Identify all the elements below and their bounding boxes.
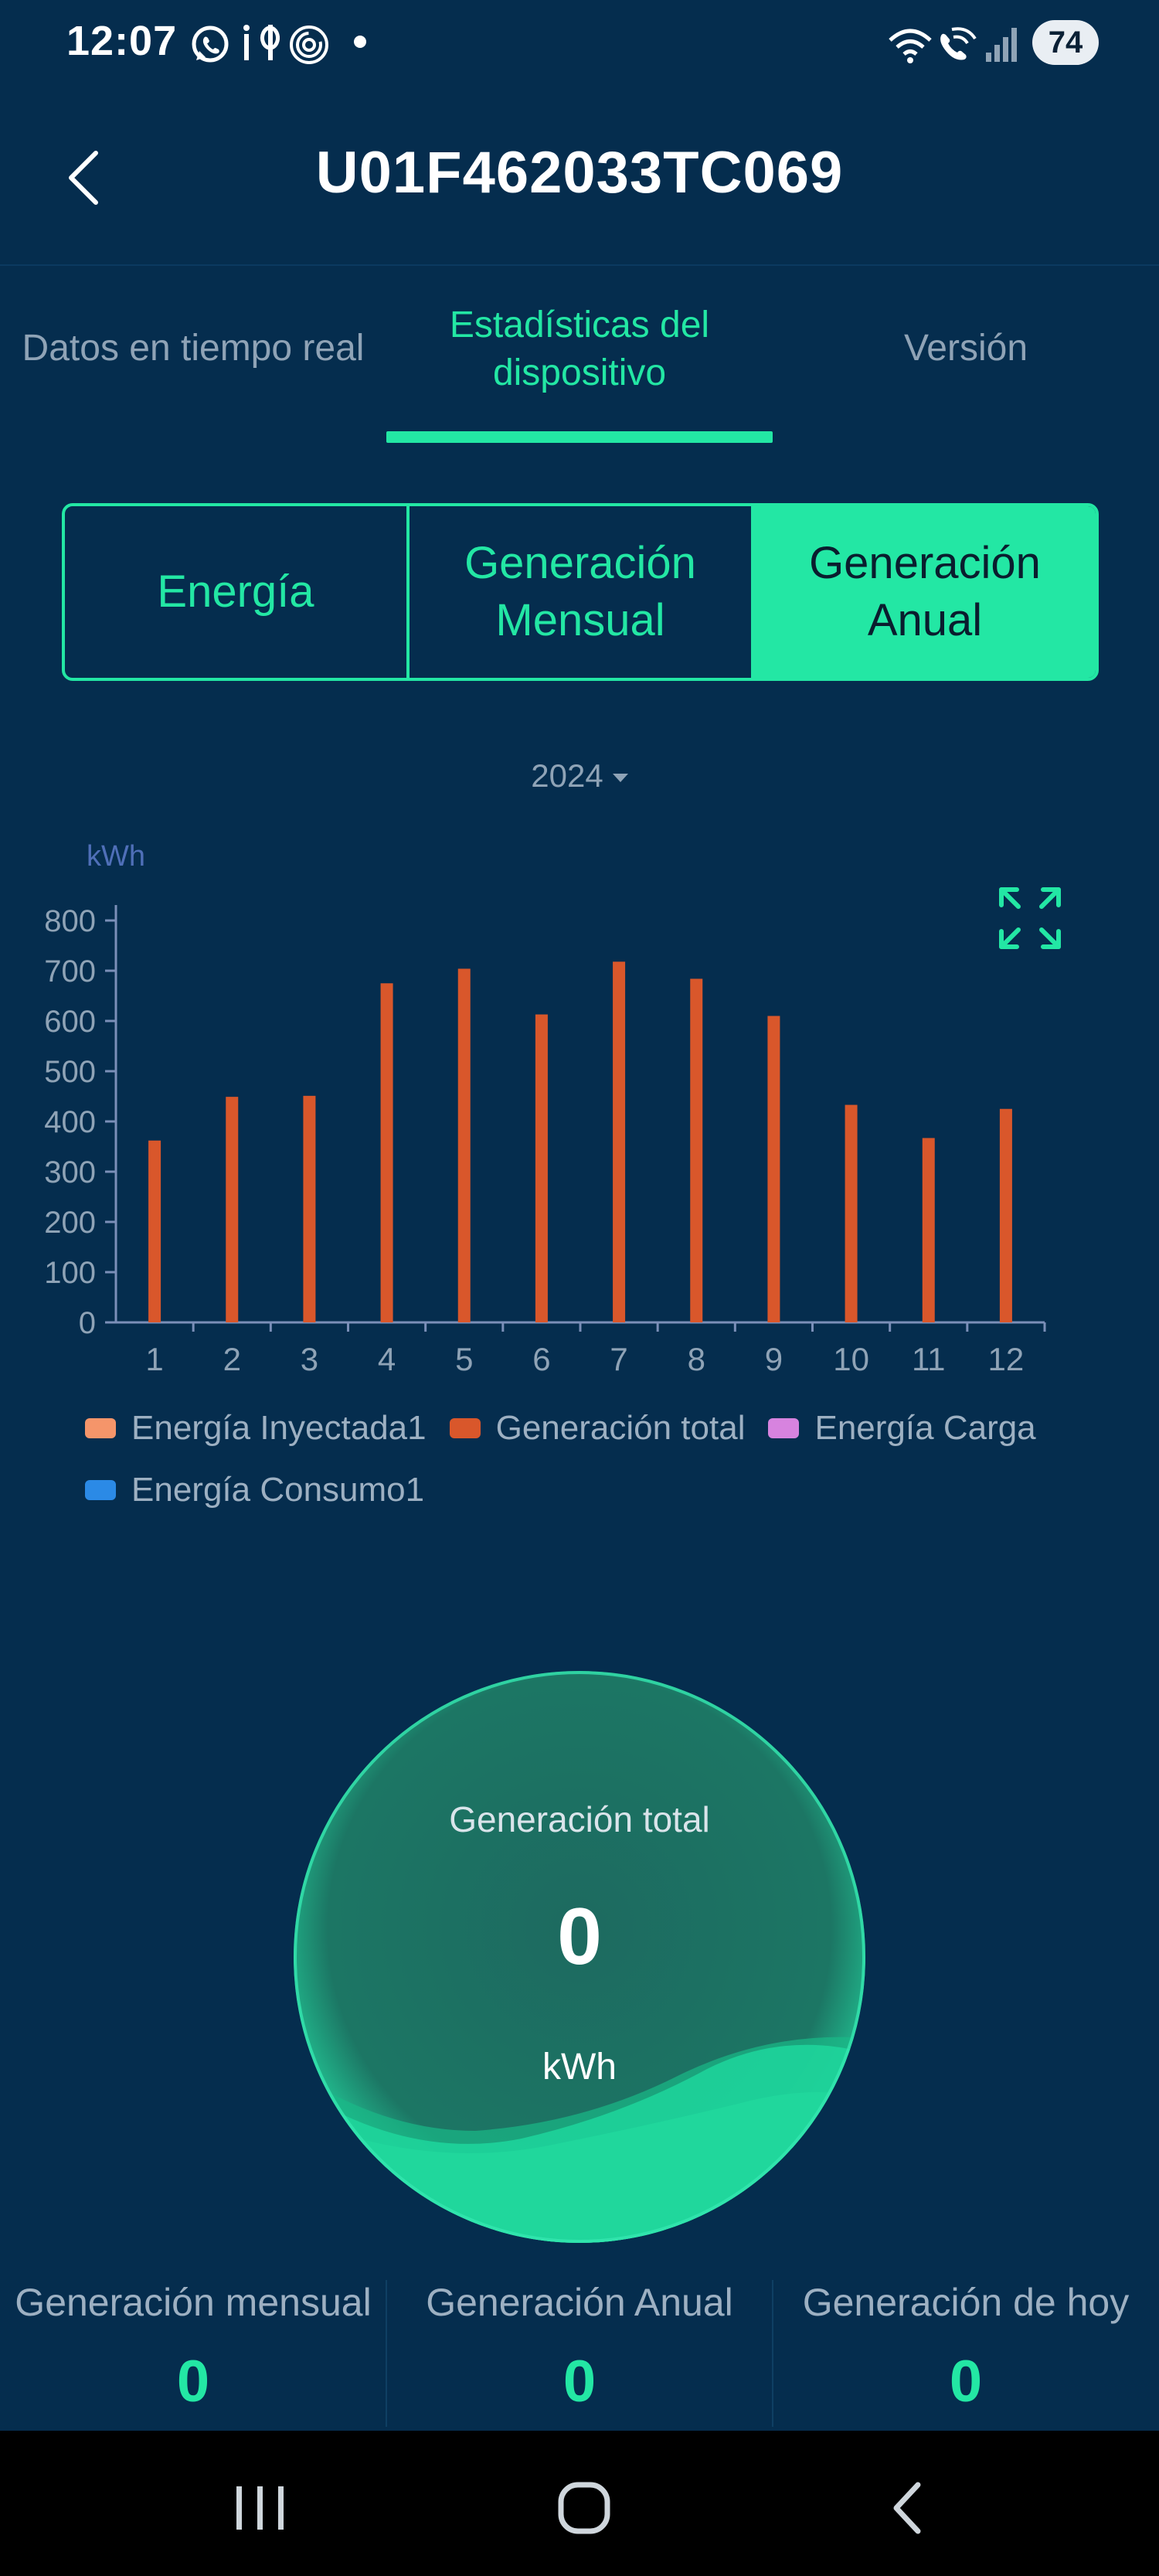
x-tick-label: 2 xyxy=(223,1341,241,1377)
back-button[interactable] xyxy=(60,147,122,209)
y-tick-label: 300 xyxy=(44,1155,96,1189)
bar xyxy=(922,1138,935,1322)
bar xyxy=(226,1097,239,1322)
expand-chart-button[interactable] xyxy=(997,885,1063,951)
total-generation-gauge: Generación total 0 kWh xyxy=(290,1667,869,2247)
x-tick-label: 12 xyxy=(988,1341,1025,1377)
gauge-label: Generación total xyxy=(449,1799,710,1839)
expand-icon xyxy=(999,887,1061,949)
x-tick-label: 6 xyxy=(532,1341,550,1377)
id-icon xyxy=(243,25,280,60)
stat-divider xyxy=(386,2280,387,2427)
year-selector[interactable]: 2024 xyxy=(495,757,664,804)
app-header: U01F462033TC069 xyxy=(0,116,1159,240)
bar xyxy=(457,968,471,1322)
status-bar: 12:07 xyxy=(0,0,1159,93)
bar xyxy=(535,1014,548,1322)
x-tick-label: 9 xyxy=(765,1341,783,1377)
legend-item-total-generation[interactable]: Generación total xyxy=(449,1409,746,1448)
legend-label: Energía Carga xyxy=(814,1409,1036,1447)
chart-legend: Energía Inyectada1 Generación total Ener… xyxy=(85,1397,1120,1521)
y-tick-label: 200 xyxy=(44,1206,96,1240)
y-tick-label: 700 xyxy=(44,955,96,989)
legend-item-consumption-energy[interactable]: Energía Consumo1 xyxy=(85,1471,424,1509)
bar xyxy=(999,1108,1012,1322)
bar xyxy=(767,1016,780,1322)
x-tick-label: 8 xyxy=(688,1341,705,1377)
wifi-calling-icon xyxy=(940,27,977,60)
x-tick-label: 10 xyxy=(833,1341,869,1377)
x-tick-label: 5 xyxy=(455,1341,473,1377)
gauge-unit: kWh xyxy=(542,2047,617,2088)
bar xyxy=(380,983,393,1322)
legend-label: Energía Consumo1 xyxy=(131,1471,425,1509)
recent-apps-icon[interactable] xyxy=(226,2477,295,2539)
stat-value: 0 xyxy=(563,2349,596,2414)
stat-label: Generación Anual xyxy=(426,2281,733,2324)
x-tick-label: 1 xyxy=(145,1341,163,1377)
dot-icon xyxy=(354,36,366,48)
chevron-left-icon xyxy=(69,151,98,205)
whatsapp-icon xyxy=(192,26,229,63)
signal-icon xyxy=(986,28,1017,62)
bar xyxy=(148,1140,161,1322)
stat-value: 0 xyxy=(949,2349,983,2414)
header-divider xyxy=(0,264,1159,266)
y-tick-label: 100 xyxy=(44,1256,96,1290)
back-icon[interactable] xyxy=(875,2477,944,2539)
legend-label: Energía Inyectada1 xyxy=(131,1409,427,1447)
bar xyxy=(845,1104,858,1322)
gauge-graphic xyxy=(294,1671,865,2243)
active-tab-indicator xyxy=(386,431,773,443)
y-tick-label: 0 xyxy=(79,1306,96,1340)
y-tick-label: 800 xyxy=(44,904,96,938)
legend-item-load-energy[interactable]: Energía Carga xyxy=(768,1409,1036,1448)
bar xyxy=(613,961,626,1322)
legend-swatch xyxy=(85,1418,116,1438)
x-tick-label: 3 xyxy=(301,1341,318,1377)
stat-annual-generation: Generación Anual 0 xyxy=(386,2280,773,2415)
year-value: 2024 xyxy=(531,757,603,794)
stat-label: Generación de hoy xyxy=(802,2281,1130,2324)
segment-monthly-generation[interactable]: Generación Mensual xyxy=(406,506,751,678)
wifi-icon xyxy=(889,29,932,63)
caret-down-icon xyxy=(612,774,628,783)
stat-today-generation: Generación de hoy 0 xyxy=(773,2280,1159,2415)
gauge-value: 0 xyxy=(557,1892,602,1982)
legend-swatch xyxy=(449,1418,481,1438)
x-tick-label: 7 xyxy=(610,1341,627,1377)
annual-generation-chart: kWh 0 100 200 300 400 500 600 700 800 1 2 3 4 5 6 7 8 9 10 1… xyxy=(0,827,1159,1507)
y-axis-unit-label: kWh xyxy=(87,840,145,873)
bar xyxy=(303,1095,316,1322)
bar xyxy=(690,978,703,1322)
legend-item-injected-energy[interactable]: Energía Inyectada1 xyxy=(85,1409,427,1448)
page-title: U01F462033TC069 xyxy=(315,140,844,206)
y-tick-label: 500 xyxy=(44,1055,96,1089)
home-icon[interactable] xyxy=(550,2477,620,2539)
x-tick-label: 4 xyxy=(378,1341,396,1377)
segment-energy[interactable]: Energía xyxy=(157,567,314,617)
y-tick-label: 400 xyxy=(44,1105,96,1139)
fingerprint-icon xyxy=(290,26,328,64)
stat-divider xyxy=(772,2280,773,2427)
stat-label: Generación mensual xyxy=(15,2281,372,2324)
tab-realtime-data[interactable]: Datos en tiempo real xyxy=(22,328,365,369)
y-tick-label: 600 xyxy=(44,1005,96,1039)
stat-monthly-generation: Generación mensual 0 xyxy=(0,2280,386,2415)
status-time: 12:07 xyxy=(66,18,178,64)
stat-value: 0 xyxy=(176,2349,210,2414)
period-segmented-control: Energía Generación Mensual Generación An… xyxy=(62,503,1099,681)
system-navigation-bar xyxy=(0,2431,1159,2576)
legend-swatch xyxy=(85,1480,116,1500)
legend-label: Generación total xyxy=(495,1409,746,1447)
x-tick-label: 11 xyxy=(912,1341,946,1377)
battery-indicator: 74 xyxy=(1032,20,1099,65)
legend-swatch xyxy=(768,1418,800,1438)
generation-summary: Generación mensual 0 Generación Anual 0 … xyxy=(0,2280,1159,2427)
tab-version[interactable]: Versión xyxy=(903,328,1028,369)
segment-annual-generation[interactable]: Generación Anual xyxy=(751,506,1096,678)
tab-device-statistics[interactable]: Estadísticas del dispositivo xyxy=(449,305,710,393)
